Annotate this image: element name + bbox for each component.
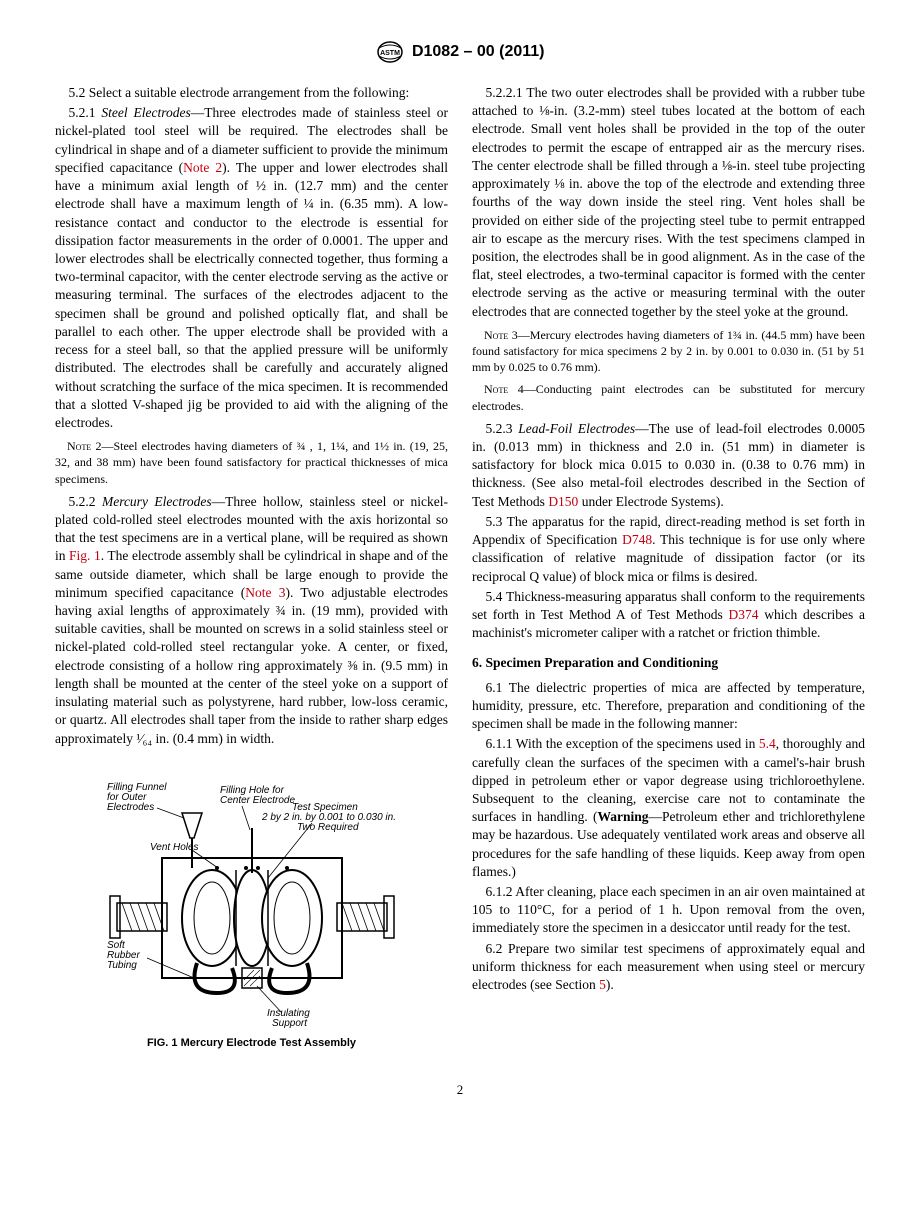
d374-link[interactable]: D374 — [728, 607, 758, 622]
para-6.2: 6.2 Prepare two similar test specimens o… — [472, 940, 865, 995]
svg-text:Support: Support — [272, 1018, 308, 1028]
para-5.3: 5.3 The apparatus for the rapid, direct-… — [472, 513, 865, 586]
warning-label: Warning — [597, 809, 648, 824]
para-5.2.2: 5.2.2 Mercury Electrodes—Three hollow, s… — [55, 493, 448, 748]
d150-link[interactable]: D150 — [548, 494, 578, 509]
ref-5.4-link[interactable]: 5.4 — [759, 736, 776, 751]
d748-link[interactable]: D748 — [622, 532, 652, 547]
page-header: ASTM D1082 – 00 (2011) — [55, 40, 865, 64]
para-6.1.2: 6.1.2 After cleaning, place each specime… — [472, 883, 865, 938]
note2-label: Note 2 — [67, 439, 101, 453]
para-5.2.2.1: 5.2.2.1 The two outer electrodes shall b… — [472, 84, 865, 321]
astm-logo-icon: ASTM — [376, 40, 404, 64]
para-5.2: 5.2 Select a suitable electrode arrangem… — [55, 84, 448, 102]
svg-text:Vent Holes: Vent Holes — [150, 842, 199, 853]
page-number: 2 — [55, 1081, 865, 1099]
note3-link[interactable]: Note 3 — [245, 585, 285, 600]
section-5-link[interactable]: 5 — [599, 977, 606, 992]
note-2: Note 2—Steel electrodes having diameters… — [55, 438, 448, 487]
para-6.1.1: 6.1.1 With the exception of the specimen… — [472, 735, 865, 881]
section-6-heading: 6. Specimen Preparation and Conditioning — [472, 654, 865, 672]
mercury-electrode-diagram-icon: Filling Funnel for Outer Electrodes Fill… — [102, 768, 402, 1028]
note-3: Note 3—Mercury electrodes having diamete… — [472, 327, 865, 376]
designation: D1082 – 00 (2011) — [412, 43, 545, 60]
svg-text:Electrodes: Electrodes — [107, 802, 154, 813]
fig1-link[interactable]: Fig. 1 — [69, 548, 101, 563]
svg-text:Tubing: Tubing — [107, 960, 137, 971]
para-5.2.3: 5.2.3 Lead-Foil Electrodes—The use of le… — [472, 420, 865, 511]
body-columns: 5.2 Select a suitable electrode arrangem… — [55, 84, 865, 1051]
svg-text:ASTM: ASTM — [380, 50, 400, 57]
note-4: Note 4—Conducting paint electrodes can b… — [472, 381, 865, 413]
para-5.2.1: 5.2.1 Steel Electrodes—Three electrodes … — [55, 104, 448, 432]
steel-electrodes-title: Steel Electrodes — [101, 105, 190, 120]
svg-text:Center Electrode: Center Electrode — [220, 795, 295, 806]
note4-label: Note 4 — [484, 382, 524, 396]
figure-1-caption: FIG. 1 Mercury Electrode Test Assembly — [55, 1036, 448, 1051]
lead-foil-title: Lead-Foil Electrodes — [518, 421, 635, 436]
para-6.1: 6.1 The dielectric properties of mica ar… — [472, 679, 865, 734]
note3-label: Note 3 — [484, 328, 518, 342]
figure-1: Filling Funnel for Outer Electrodes Fill… — [55, 768, 448, 1051]
para-5.4: 5.4 Thickness-measuring apparatus shall … — [472, 588, 865, 643]
mercury-electrodes-title: Mercury Electrodes — [102, 494, 212, 509]
note2-link[interactable]: Note 2 — [183, 160, 222, 175]
svg-text:Two Required: Two Required — [297, 822, 359, 833]
